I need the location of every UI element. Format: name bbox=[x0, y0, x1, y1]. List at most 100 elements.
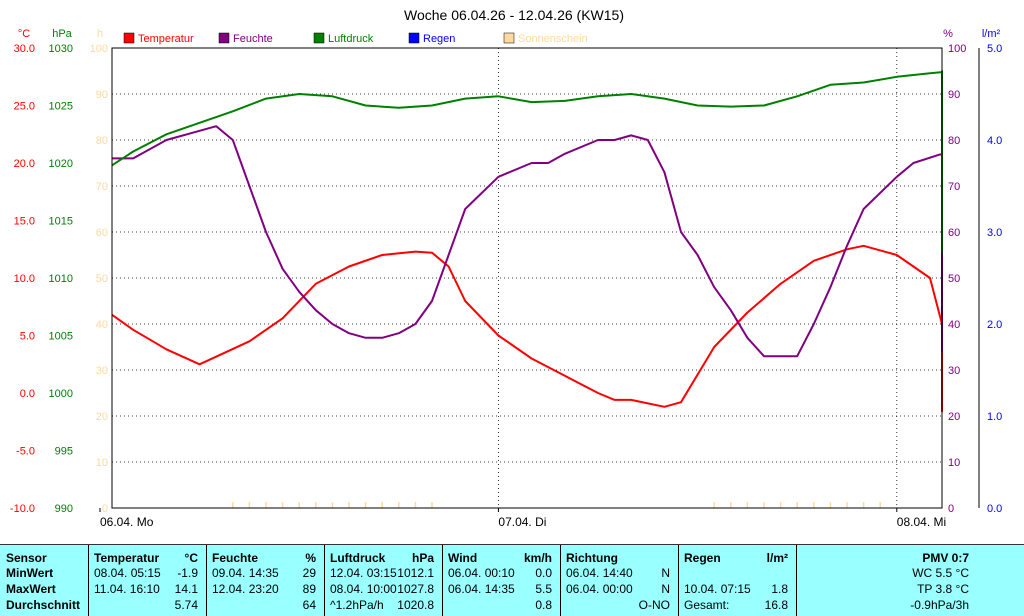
stats-footer: Sensor MinWert MaxWert Durchschnitt Temp… bbox=[0, 544, 1024, 616]
col-sensor: Sensor MinWert MaxWert Durchschnitt bbox=[0, 545, 86, 616]
regen-max-time: 10.04. 07:15 bbox=[684, 582, 751, 596]
legend-label-sun: Sonnenschein bbox=[518, 33, 588, 45]
col-temperatur: Temperatur °C 08.04. 05:15 -1.9 11.04. 1… bbox=[88, 545, 204, 616]
col-regen: Regen l/m² 10.04. 07:15 1.8 Gesamt: 16.8 bbox=[678, 545, 794, 616]
pressure-line bbox=[111, 70, 943, 254]
pmv-line-1: WC 5.5 °C bbox=[912, 566, 969, 580]
rain-tick-label: 2.0 bbox=[987, 319, 1002, 331]
sun-tick-label: 10 bbox=[96, 457, 108, 469]
legend-swatch-pressure bbox=[313, 32, 325, 44]
richtung-avg-val: O-NO bbox=[638, 598, 670, 612]
humidity-tick-label: 50 bbox=[948, 273, 960, 285]
humidity-tick-label: 0 bbox=[948, 503, 954, 515]
pressure-unit: hPa bbox=[52, 28, 72, 40]
wind-title: Wind bbox=[448, 551, 478, 565]
pressure-tick-label: 995 bbox=[55, 446, 73, 458]
pressure-tick-label: 1020 bbox=[49, 158, 73, 170]
humidity-tick-label: 100 bbox=[948, 43, 966, 55]
pressure-tick-label: 1025 bbox=[49, 101, 73, 113]
col-luftdruck: Luftdruck hPa 12.04. 03:15 1012.1 08.04.… bbox=[324, 545, 440, 616]
temp-tick-label: 5.0 bbox=[20, 331, 35, 343]
regen-avg-val: 16.8 bbox=[764, 598, 788, 612]
series-lines bbox=[111, 70, 943, 413]
temp-axis-ticks: 30.0 25.0 20.0 15.0 10.0 5.0 0.0 -5.0 -10.0 bbox=[10, 43, 35, 515]
pmv-line-2: TP 3.8 °C bbox=[917, 582, 969, 596]
feuchte-min-time: 09.04. 14:35 bbox=[212, 566, 279, 580]
pmv-line-3: -0.9hPa/3h bbox=[910, 598, 969, 612]
luftdruck-min-time: 12.04. 03:15 bbox=[330, 566, 397, 580]
legend-swatch-temp bbox=[123, 32, 135, 44]
pmv-title: PMV 0:7 bbox=[922, 551, 969, 565]
richtung-min-time: 06.04. 14:40 bbox=[566, 566, 633, 580]
day-label: 07.04. Di bbox=[498, 515, 546, 529]
pressure-tick-label: 1030 bbox=[49, 43, 73, 55]
legend: Temperatur Feuchte Luftdruck Regen Sonne… bbox=[123, 32, 588, 45]
luftdruck-avg-val: 1020.8 bbox=[397, 598, 434, 612]
temp-tick-label: 30.0 bbox=[14, 43, 35, 55]
humidity-tick-label: 30 bbox=[948, 365, 960, 377]
sun-tick-label: 40 bbox=[96, 319, 108, 331]
col-pmv: PMV 0:7 WC 5.5 °C TP 3.8 °C -0.9hPa/3h bbox=[796, 545, 1024, 616]
temp-tick-label: 0.0 bbox=[20, 388, 35, 400]
wind-min-val: 0.0 bbox=[535, 566, 552, 580]
sun-tick-label: 90 bbox=[96, 89, 108, 101]
temp-tick-label: 20.0 bbox=[14, 158, 35, 170]
grid bbox=[112, 48, 942, 508]
feuchte-avg-val: 64 bbox=[302, 598, 316, 612]
feuchte-max-time: 12.04. 23:20 bbox=[212, 582, 279, 596]
row-label-min: MinWert bbox=[6, 566, 54, 580]
sun-tick-label: 50 bbox=[96, 273, 108, 285]
temperatur-max-time: 11.04. 16:10 bbox=[94, 582, 160, 596]
legend-label-pressure: Luftdruck bbox=[328, 33, 374, 45]
chart-title: Woche 06.04.26 - 12.04.26 (KW15) bbox=[404, 7, 624, 23]
sunshine-marks bbox=[232, 502, 881, 508]
richtung-title: Richtung bbox=[566, 551, 618, 565]
col-wind: Wind km/h 06.04. 00:10 0.0 06.04. 14:35 … bbox=[442, 545, 558, 616]
wind-min-time: 06.04. 00:10 bbox=[448, 566, 515, 580]
luftdruck-max-time: 08.04. 10:00 bbox=[330, 582, 397, 596]
humidity-tick-label: 10 bbox=[948, 457, 960, 469]
wind-max-val: 5.5 bbox=[535, 582, 552, 596]
luftdruck-avg-time: ^1.2hPa/h bbox=[330, 598, 384, 612]
temperatur-title: Temperatur bbox=[94, 551, 160, 565]
sun-tick-label: 30 bbox=[96, 365, 108, 377]
plot-frame bbox=[111, 47, 943, 509]
richtung-max-val: N bbox=[661, 582, 670, 596]
temp-tick-label: -5.0 bbox=[16, 446, 35, 458]
humidity-tick-label: 40 bbox=[948, 319, 960, 331]
feuchte-min-val: 29 bbox=[302, 566, 316, 580]
temp-tick-label: -10.0 bbox=[10, 503, 35, 515]
wind-avg-val: 0.8 bbox=[535, 598, 552, 612]
temp-tick-label: 15.0 bbox=[14, 216, 35, 228]
day-label: 08.04. Mi bbox=[897, 515, 946, 529]
regen-avg-time: Gesamt: bbox=[684, 598, 730, 612]
temp-unit: °C bbox=[18, 28, 30, 40]
pressure-tick-label: 990 bbox=[55, 503, 73, 515]
richtung-min-val: N bbox=[661, 566, 670, 580]
wind-unit: km/h bbox=[523, 551, 552, 565]
humidity-line bbox=[112, 97, 943, 358]
temperatur-min-val: -1.9 bbox=[177, 566, 198, 580]
rain-tick-label: 1.0 bbox=[987, 411, 1002, 423]
feuchte-unit: % bbox=[305, 551, 316, 565]
wind-max-time: 06.04. 14:35 bbox=[448, 582, 515, 596]
pressure-tick-label: 1000 bbox=[49, 388, 73, 400]
row-label-max: MaxWert bbox=[6, 582, 56, 596]
regen-max-val: 1.8 bbox=[771, 582, 788, 596]
pressure-tick-label: 1015 bbox=[49, 216, 73, 228]
sun-tick-label: 0 bbox=[102, 503, 108, 515]
pressure-tick-label: 1010 bbox=[49, 273, 73, 285]
row-label-avg: Durchschnitt bbox=[6, 598, 81, 612]
rain-tick-label: 5.0 bbox=[987, 43, 1002, 55]
sun-unit: h bbox=[97, 28, 103, 40]
col-feuchte: Feuchte % 09.04. 14:35 29 12.04. 23:20 8… bbox=[206, 545, 322, 616]
humidity-tick-label: 60 bbox=[948, 227, 960, 239]
humidity-tick-label: 70 bbox=[948, 181, 960, 193]
humidity-tick-label: 90 bbox=[948, 89, 960, 101]
rain-axis-ticks: 5.0 4.0 3.0 2.0 1.0 0.0 bbox=[987, 43, 1002, 515]
legend-label-temp: Temperatur bbox=[138, 33, 194, 45]
legend-label-rain: Regen bbox=[423, 33, 455, 45]
day-label: 06.04. Mo bbox=[100, 515, 154, 529]
